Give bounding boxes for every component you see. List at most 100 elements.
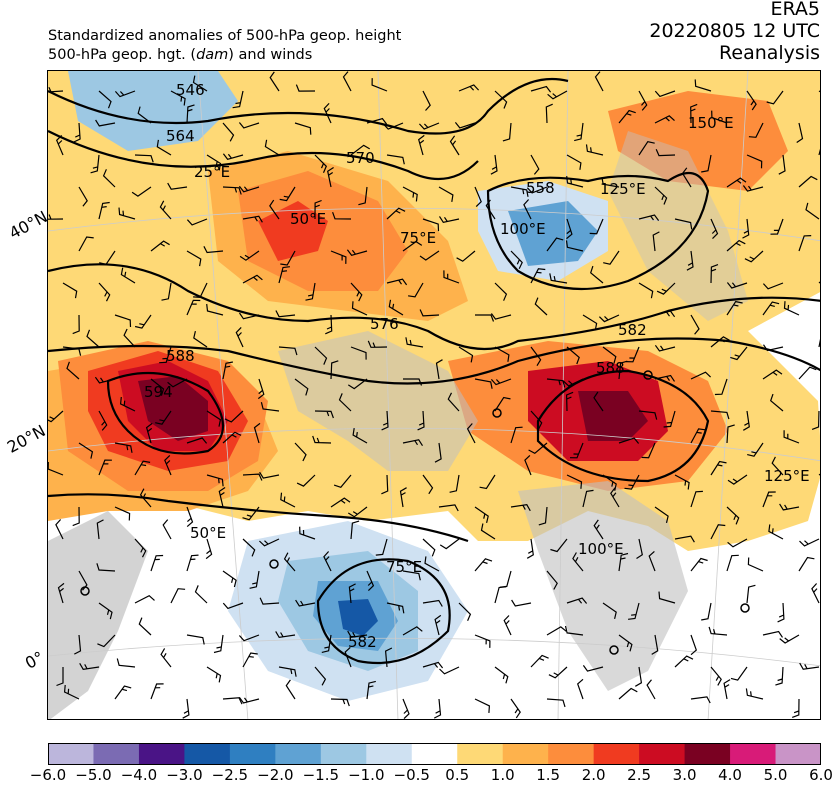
wind-barb: [674, 535, 695, 543]
wind-barb: [114, 506, 131, 521]
wind-barb: [56, 667, 64, 687]
wind-barb: [242, 652, 258, 668]
wind-barb: [278, 666, 297, 677]
wind-barb: [186, 634, 205, 645]
wind-barb: [98, 459, 112, 476]
colorbar-tick-label: 0.5: [445, 766, 470, 784]
wind-barb: [342, 71, 352, 92]
wind-barb: [123, 328, 136, 348]
chart-info: ERA5 20220805 12 UTC Reanalysis: [649, 0, 820, 64]
wind-barb: [494, 586, 507, 604]
wind-barb: [206, 303, 224, 316]
colorbar-cell: [275, 743, 322, 765]
wind-barb: [399, 487, 407, 508]
wind-barb: [779, 503, 800, 511]
wind-barb: [530, 410, 543, 430]
wind-barb: [419, 309, 440, 317]
wind-barb: [402, 626, 423, 636]
calm-wind-marker: [269, 559, 279, 569]
wind-barb: [218, 487, 226, 508]
contour-label: 570: [346, 149, 375, 167]
graticule-lon-75: [377, 71, 399, 719]
longitude-label: 150°E: [688, 114, 734, 132]
wind-barb: [62, 346, 82, 356]
wind-barb: [690, 634, 698, 656]
colorbar-cell: [229, 743, 276, 765]
wind-barb: [97, 634, 116, 648]
wind-barb: [351, 301, 368, 316]
wind-barb: [194, 585, 208, 604]
wind-barb: [206, 410, 222, 427]
wind-barb: [338, 393, 352, 412]
wind-barb: [238, 122, 260, 129]
wind-barb: [762, 301, 780, 316]
wind-barb: [249, 570, 260, 589]
wind-barb: [134, 154, 154, 163]
wind-barb: [602, 346, 617, 364]
wind-barb: [480, 523, 496, 540]
wind-barb: [405, 337, 424, 348]
wind-barb: [160, 648, 172, 668]
graticule-lon-50: [197, 71, 249, 719]
wind-barb: [352, 428, 368, 444]
wind-barb: [150, 378, 165, 396]
wind-barb: [530, 654, 549, 668]
wind-barb: [745, 688, 764, 700]
calm-wind-markers: [80, 370, 750, 655]
wind-barb: [222, 122, 235, 142]
wind-barb: [167, 378, 188, 388]
wind-barb: [275, 310, 296, 318]
wind-barb: [494, 346, 510, 362]
wind-barb: [641, 442, 656, 459]
wind-barb: [778, 154, 786, 175]
wind-barb: [386, 602, 405, 614]
wind-barb: [150, 240, 170, 252]
wind-barb: [63, 684, 80, 700]
wind-barb: [186, 437, 208, 444]
wind-barb: [494, 396, 511, 412]
wind-barb: [582, 314, 598, 331]
wind-barb: [566, 346, 580, 365]
subtitle-unit: dam: [196, 47, 229, 63]
colorbar-cell: [502, 743, 549, 765]
colorbar-tick-label: 1.5: [536, 766, 561, 784]
wind-barb: [314, 666, 327, 686]
colorbar-tick-label: −0.5: [393, 766, 430, 784]
wind-barb: [239, 250, 260, 261]
wind-barb: [134, 314, 152, 329]
wind-barb: [690, 490, 703, 508]
contour-564: [48, 77, 569, 135]
wind-barb: [746, 154, 763, 169]
wind-barb: [686, 250, 694, 271]
landmass-middle-east: [278, 331, 478, 471]
wind-barb: [694, 79, 712, 92]
wind-barb: [98, 602, 113, 620]
contour-558: [486, 171, 710, 291]
wind-barb: [701, 154, 712, 173]
wind-barb: [280, 250, 296, 266]
wind-barb: [654, 115, 675, 124]
wind-barb: [654, 186, 668, 205]
wind-barb: [646, 679, 656, 700]
wind-barb: [618, 437, 640, 444]
wind-barb: [305, 282, 316, 301]
wind-barb: [381, 474, 389, 495]
wind-barb: [402, 186, 418, 202]
wind-barb: [422, 538, 436, 557]
wind-barb: [565, 391, 574, 412]
wind-barb: [746, 90, 757, 111]
wind-barb: [530, 85, 552, 93]
colorbar-tick-label: 1.0: [490, 766, 515, 784]
wind-barb: [186, 218, 208, 226]
wind-barb: [744, 250, 764, 263]
wind-barb: [566, 218, 573, 240]
wind-barb: [726, 239, 746, 252]
wind-barb: [321, 634, 332, 653]
contour-594: [106, 371, 224, 455]
wind-barb: [710, 460, 727, 476]
contour-576: [48, 263, 820, 351]
wind-barb: [730, 346, 748, 361]
latitude-label: 0°: [22, 647, 47, 673]
colorbar-tick-label: −2.5: [211, 766, 249, 784]
wind-barb: [330, 250, 347, 264]
